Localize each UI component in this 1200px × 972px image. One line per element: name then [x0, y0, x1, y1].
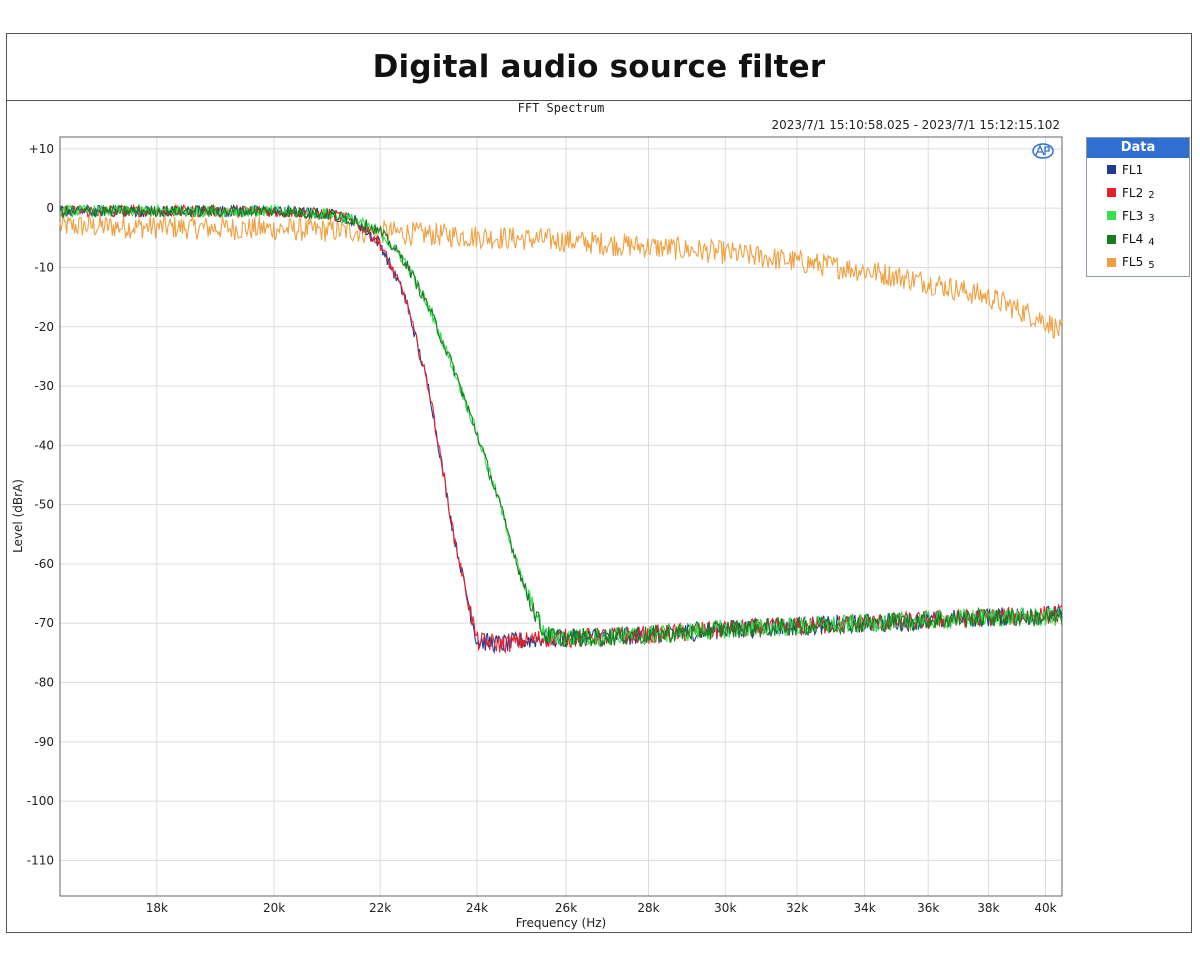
legend-label: FL4	[1122, 232, 1144, 247]
y-tick-label: -80	[34, 676, 54, 690]
legend-label: FL3	[1122, 208, 1144, 223]
x-tick-labels: 18k 20k 22k 24k 26k 28k 30k 32k 34k 36k 38k 40k	[146, 901, 1057, 915]
x-tick-label: 34k	[853, 901, 875, 915]
series-line-fl4	[59, 203, 1063, 648]
page-title: Digital audio source filter	[372, 48, 826, 85]
legend-swatch	[1107, 188, 1116, 198]
title-bar: Digital audio source filter	[6, 33, 1192, 101]
legend-label: FL1	[1122, 162, 1144, 177]
x-tick-label: 32k	[786, 901, 808, 915]
y-tick-label: -40	[34, 438, 54, 452]
legend-index: 5	[1148, 259, 1155, 271]
x-tick-label: 30k	[714, 901, 736, 915]
series-line-fl3	[59, 203, 1063, 647]
x-tick-label: 22k	[369, 901, 391, 915]
y-tick-label: -20	[34, 320, 54, 334]
legend-swatch	[1107, 211, 1116, 221]
y-tick-label: -100	[27, 794, 54, 808]
x-tick-label: 20k	[263, 901, 285, 915]
plot-area	[59, 136, 1063, 897]
legend-swatch	[1107, 165, 1116, 175]
y-tick-label: +10	[29, 142, 54, 156]
legend-item-fl5[interactable]: FL5 5	[1087, 251, 1189, 274]
x-tick-label: 28k	[637, 901, 659, 915]
legend-index: 2	[1148, 190, 1155, 202]
legend-item-fl4[interactable]: FL4 4	[1087, 228, 1189, 251]
y-tick-label: -30	[34, 379, 54, 393]
series-layer	[59, 203, 1063, 655]
x-tick-label: 38k	[977, 901, 999, 915]
y-tick-label: -50	[34, 498, 54, 512]
y-tick-label: -90	[34, 735, 54, 749]
legend-item-fl2[interactable]: FL2 2	[1087, 181, 1189, 204]
y-tick-label: -10	[34, 260, 54, 274]
legend-swatch	[1107, 234, 1116, 244]
grid	[60, 137, 1062, 896]
x-tick-label: 26k	[555, 901, 577, 915]
x-tick-label: 40k	[1034, 901, 1056, 915]
x-tick-label: 18k	[146, 901, 168, 915]
x-axis-label: Frequency (Hz)	[516, 916, 607, 930]
legend-label: FL5	[1122, 255, 1144, 270]
legend: Data FL1 FL2 2 FL3 3 FL4 4 FL5 5	[1086, 137, 1190, 277]
chart-title: FFT Spectrum	[518, 101, 605, 115]
x-tick-label: 24k	[466, 901, 488, 915]
timestamp-start: 2023/7/1 15:10:58.025 -	[772, 118, 918, 132]
y-tick-label: 0	[46, 201, 54, 215]
series-line-fl5	[59, 214, 1063, 339]
legend-item-fl1[interactable]: FL1	[1087, 158, 1189, 181]
legend-title: Data	[1087, 138, 1189, 158]
legend-index: 3	[1148, 213, 1155, 225]
timestamp-end: 2023/7/1 15:12:15.102	[922, 118, 1060, 132]
series-line-fl2	[59, 203, 1063, 655]
y-tick-labels: +10 0 -10 -20 -30 -40 -50 -60 -70 -80 -90 -100 -110	[27, 142, 54, 868]
ap-logo-icon	[1032, 143, 1054, 159]
y-tick-label: -60	[34, 557, 54, 571]
series-line-fl1	[59, 203, 1063, 655]
legend-items: FL1 FL2 2 FL3 3 FL4 4 FL5 5	[1087, 158, 1189, 274]
y-tick-label: -110	[27, 853, 54, 867]
legend-label: FL2	[1122, 185, 1144, 200]
y-axis-label: Level (dBrA)	[11, 479, 25, 553]
legend-swatch	[1107, 257, 1116, 267]
figure-frame	[6, 33, 1192, 933]
y-tick-label: -70	[34, 616, 54, 630]
x-tick-label: 36k	[917, 901, 939, 915]
legend-index: 4	[1148, 236, 1155, 248]
legend-item-fl3[interactable]: FL3 3	[1087, 204, 1189, 227]
